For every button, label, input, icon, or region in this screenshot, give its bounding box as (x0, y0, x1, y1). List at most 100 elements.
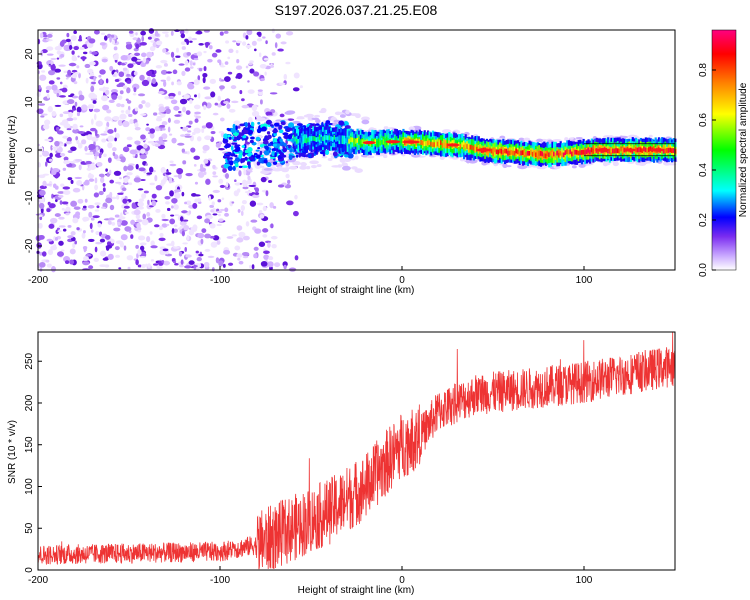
spectrogram-cell (84, 145, 88, 152)
spectrogram-cell (173, 246, 180, 249)
spectrogram-cell (227, 56, 231, 60)
spectrogram-band-cell (566, 149, 569, 155)
spectrogram-cell (134, 126, 141, 131)
spectrogram-x-label: Height of straight line (km) (298, 285, 415, 296)
spectrogram-cell (223, 76, 231, 82)
spectrogram-cell (246, 166, 253, 172)
spectrogram-cell (74, 240, 77, 245)
spectrogram-cell (181, 230, 185, 237)
spectrogram-cell (225, 173, 230, 179)
spectrogram-cell (279, 138, 283, 143)
spectrogram-band-cell (353, 139, 356, 144)
spectrogram-cell (101, 95, 108, 102)
spectrogram-cell (57, 191, 65, 194)
spectrogram-cell (260, 78, 265, 82)
spectrogram-cell (91, 162, 95, 165)
spectrogram-peak (594, 148, 610, 152)
spectrogram-cell (178, 264, 184, 268)
spectrogram-cell (241, 98, 245, 102)
spectrogram-cell (71, 73, 78, 79)
spectrogram-cell (171, 137, 177, 144)
spectrogram-cell (339, 114, 346, 118)
spectrogram-cell (502, 163, 508, 169)
spectrogram-cell (105, 78, 109, 84)
spectrogram-cell (88, 238, 95, 242)
spectrogram-cell (137, 249, 142, 256)
spectrogram-cell (68, 62, 77, 67)
spectrogram-cell (36, 91, 41, 97)
spectrogram-cell (137, 93, 146, 97)
spectrogram-cell (174, 189, 182, 193)
spectrogram-cell (217, 95, 221, 102)
spectrogram-cell (60, 249, 65, 252)
spectrogram-cell (112, 115, 120, 121)
spectrogram-band-cell (559, 150, 562, 156)
spectrogram-cell (114, 214, 120, 218)
spectrogram-cell (191, 37, 198, 41)
spectrogram-cell (107, 220, 112, 225)
spectrogram-cell (89, 61, 96, 66)
spectrogram-cell (204, 248, 211, 252)
spectrogram-cell (238, 260, 244, 265)
spectrogram-cell (263, 254, 270, 260)
spectrogram-cell (115, 254, 121, 258)
spectrogram-band-cell (399, 140, 402, 146)
spectrogram-cell (102, 257, 109, 261)
spectrogram-cell (173, 105, 180, 111)
spectrogram-cell (139, 74, 145, 81)
spectrogram-cell (211, 267, 215, 272)
colorbar-tick-label: 0.0 (698, 263, 709, 277)
spectrogram-cell (125, 109, 131, 115)
spectrogram-cell (325, 149, 330, 156)
spectrogram-cell (366, 155, 375, 159)
spectrogram-cell (259, 144, 264, 148)
spectrogram-cell (288, 154, 293, 161)
spectrogram-cell (76, 106, 82, 113)
spectrogram-cell (137, 201, 144, 207)
spectrogram-cell (194, 111, 202, 115)
spectrogram-band-cell (562, 152, 566, 158)
spectrogram-cell (88, 265, 94, 270)
spectrogram-cell (179, 216, 184, 222)
spectrogram-cell (102, 183, 106, 187)
spectrogram-cell (223, 30, 229, 34)
spectrogram-band-cell (636, 147, 639, 153)
spectrogram-y-label: Frequency (Hz) (7, 116, 18, 185)
spectrogram-cell (48, 158, 53, 162)
spectrogram-cell (87, 104, 95, 110)
spectrogram-cell (46, 33, 53, 38)
spectrogram-cell (60, 183, 65, 187)
spectrogram-cell (161, 218, 169, 222)
spectrogram-cell (165, 51, 171, 55)
spectrogram-cell (238, 170, 242, 177)
spectrogram-cell (90, 85, 95, 93)
spectrogram-cell (94, 177, 98, 184)
spectrogram-cell (150, 245, 158, 249)
spectrogram-cell (87, 68, 94, 74)
spectrogram-cell (214, 102, 219, 106)
spectrogram-cell (321, 121, 324, 128)
spectrogram-band-cell (613, 148, 616, 154)
spectrogram-cell (122, 120, 130, 128)
spectrogram-cell (76, 227, 80, 231)
spectrogram-cell (36, 61, 42, 66)
spectrogram-cell (228, 136, 232, 140)
spectrogram-cell (196, 136, 202, 142)
spectrogram-cell (154, 30, 159, 37)
spectrogram-cell (137, 264, 142, 268)
spectrogram-cell (208, 195, 211, 201)
spectrogram-cell (125, 43, 133, 50)
spectrogram-cell (227, 71, 233, 75)
spectrogram-cell (72, 117, 78, 121)
spectrogram-cell (192, 62, 196, 66)
spectrogram-cell (219, 208, 225, 212)
spectrogram-cell (217, 199, 222, 203)
spectrogram-cell (186, 51, 192, 56)
spectrogram-cell (63, 190, 71, 196)
spectrogram-cell (82, 205, 87, 209)
spectrogram-cell (261, 126, 267, 132)
spectrogram-cell (259, 150, 263, 156)
spectrogram-cell (231, 100, 239, 104)
spectrogram-cell (269, 202, 274, 209)
spectrogram-cell (45, 38, 50, 42)
